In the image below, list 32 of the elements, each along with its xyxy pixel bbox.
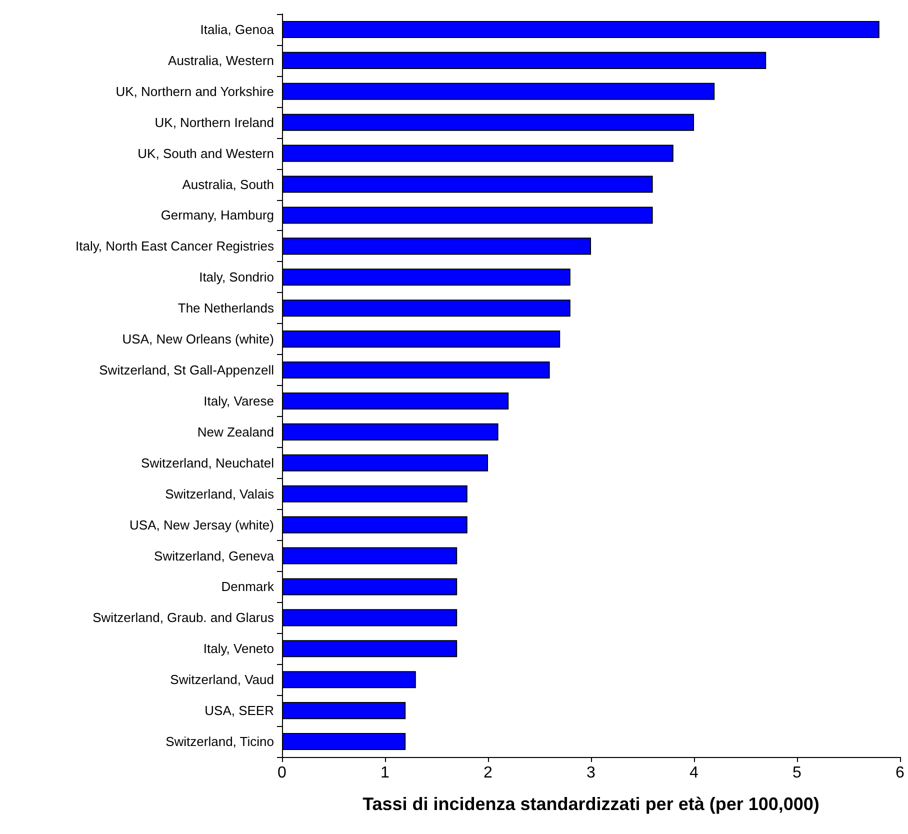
- y-tick-label: Switzerland, Neuchatel: [141, 455, 274, 470]
- y-tick-label: Italy, Sondrio: [199, 270, 274, 285]
- y-tick-label: Australia, Western: [168, 52, 274, 68]
- y-tick-label: Italy, North East Cancer Registries: [76, 238, 274, 254]
- y-tick-label: Switzerland, St Gall-Appenzell: [99, 362, 274, 378]
- y-tick-label: Switzerland, Ticino: [166, 734, 274, 750]
- y-tick-label: Italia, Genoa: [200, 22, 275, 37]
- x-tick-label: 4: [690, 764, 699, 782]
- y-tick-label: Switzerland, Vaud: [170, 672, 274, 688]
- x-tick-label: 0: [278, 764, 287, 782]
- x-tick-label: 5: [792, 764, 802, 782]
- x-tick-label: 3: [586, 764, 596, 782]
- y-tick-label: UK, Northern and Yorkshire: [116, 84, 274, 99]
- y-tick-label: Switzerland, Graub. and Glarus: [92, 610, 274, 626]
- y-tick-label: UK, South and Western: [138, 146, 274, 161]
- y-tick-label: Australia, South: [182, 176, 274, 192]
- x-axis-title: Tassi di incidenza standardizzati per età (per 100,000): [362, 794, 820, 814]
- y-tick-label: Denmark: [221, 579, 274, 594]
- y-tick-label: Italy, Veneto: [203, 641, 274, 656]
- y-tick-label: Germany, Hamburg: [160, 208, 274, 223]
- y-tick-label: Switzerland, Valais: [165, 486, 274, 502]
- x-tick-label: 2: [484, 764, 493, 782]
- y-tick-label: USA, SEER: [204, 703, 274, 718]
- x-tick-label: 1: [380, 764, 390, 782]
- y-tick-label: USA, New Jersay (white): [130, 517, 274, 532]
- y-tick-label: UK, Northern Ireland: [154, 114, 274, 130]
- y-tick-label: Switzerland, Geneva: [154, 548, 275, 564]
- y-tick-label: New Zealand: [197, 424, 274, 440]
- y-tick-label: The Netherlands: [178, 300, 274, 316]
- y-tick-label: Italy, Varese: [204, 393, 274, 408]
- y-tick-label: USA, New Orleans (white): [122, 332, 274, 347]
- x-tick-label: 6: [896, 764, 905, 782]
